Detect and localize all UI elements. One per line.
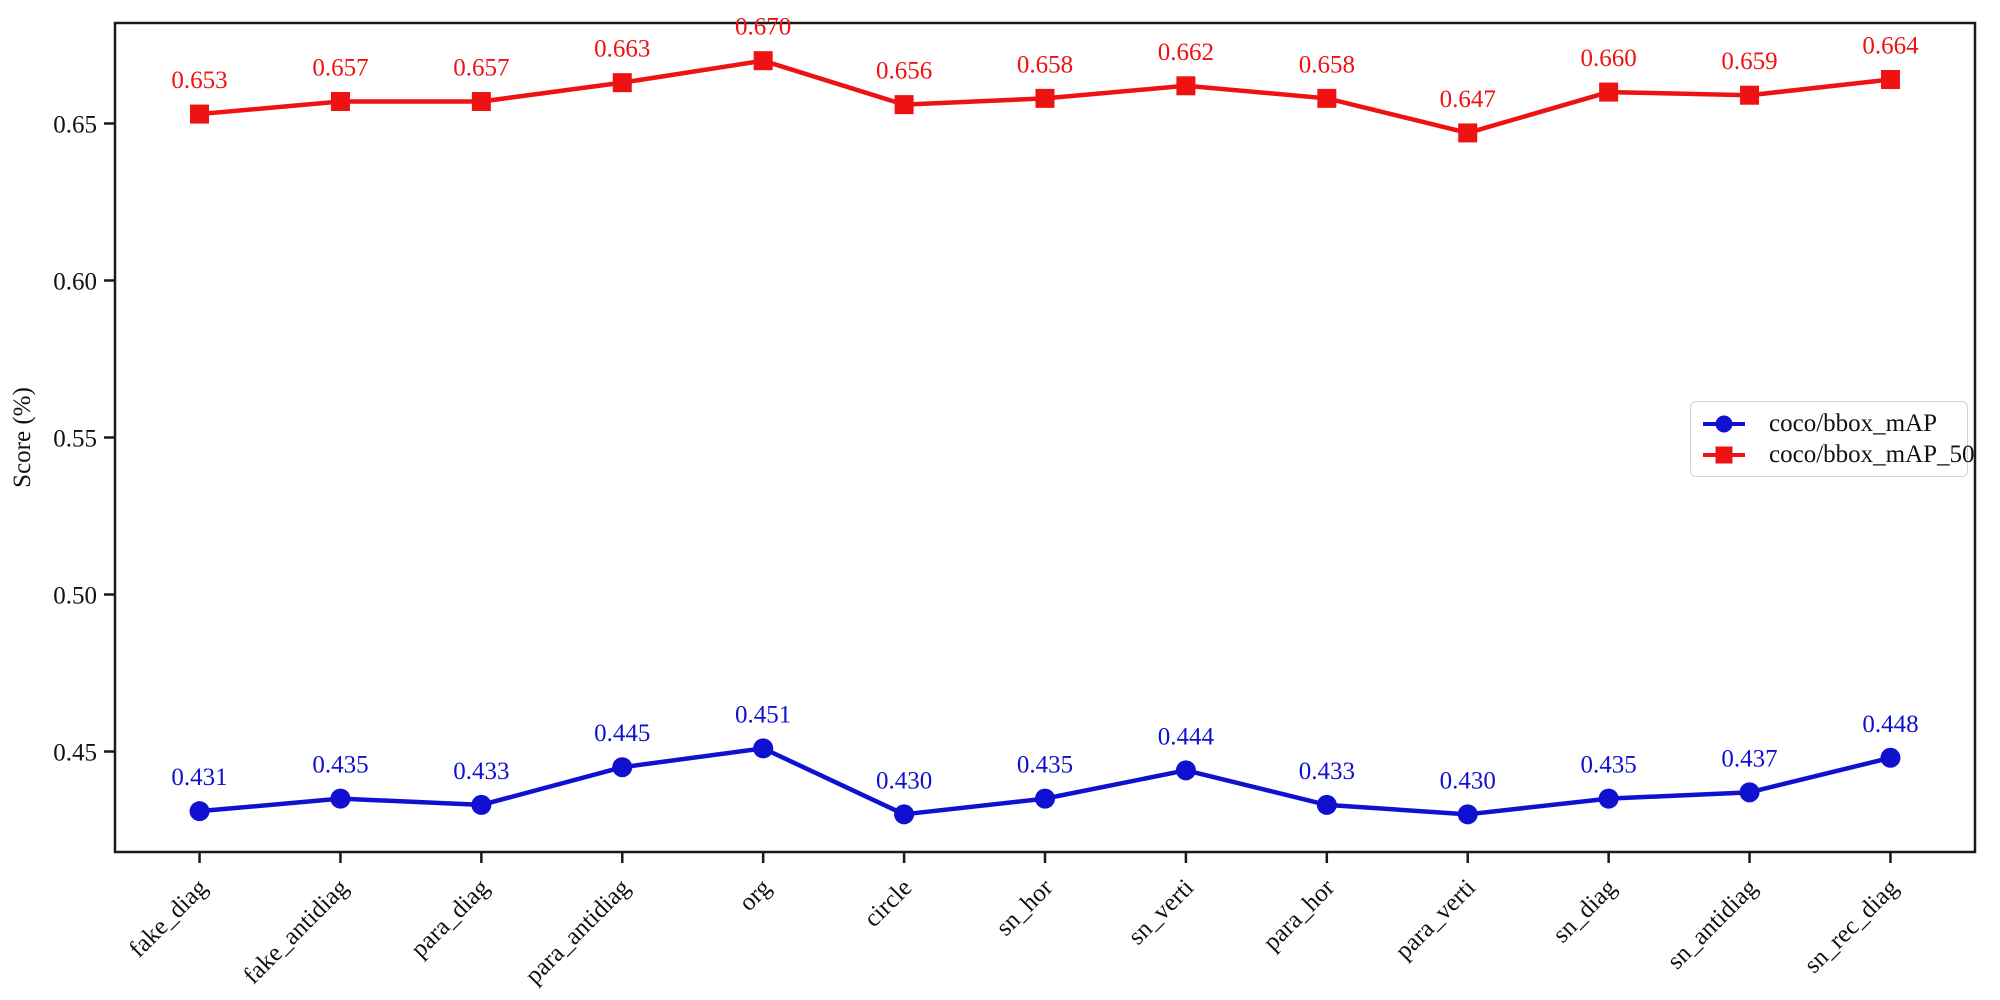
y-tick-label: 0.50 — [53, 583, 97, 610]
data-point-marker — [894, 95, 914, 115]
data-point-marker — [1035, 88, 1055, 108]
x-tick-label: circle — [859, 874, 917, 932]
x-tick-label: para_hor — [1258, 874, 1340, 956]
data-point-marker — [1317, 88, 1337, 108]
legend-line-circle-icon — [1703, 413, 1745, 435]
data-point-label: 0.435 — [1581, 752, 1637, 779]
data-point-marker — [894, 804, 915, 825]
data-point-marker — [1176, 76, 1196, 96]
data-point-label: 0.653 — [171, 67, 227, 94]
data-point-marker — [612, 73, 632, 93]
data-point-label: 0.663 — [594, 36, 650, 63]
data-point-marker — [330, 788, 351, 809]
data-point-marker — [612, 757, 633, 778]
legend-label: coco/bbox_mAP — [1769, 410, 1938, 437]
data-point-label: 0.657 — [453, 55, 509, 82]
data-point-label: 0.659 — [1721, 48, 1777, 75]
data-point-marker — [1457, 804, 1478, 825]
x-tick-label: sn_antidiag — [1662, 874, 1763, 975]
data-point-label: 0.658 — [1017, 51, 1073, 78]
data-point-label: 0.431 — [171, 764, 227, 791]
data-point-marker — [1599, 82, 1619, 102]
data-point-label: 0.656 — [876, 58, 932, 85]
data-point-marker — [1880, 70, 1900, 90]
data-point-marker — [1880, 747, 1901, 768]
data-point-label: 0.660 — [1581, 45, 1637, 72]
x-tick-label: para_antidiag — [520, 874, 636, 990]
x-tick-label: org — [734, 874, 777, 917]
x-tick-label: sn_verti — [1123, 874, 1199, 950]
data-point-label: 0.437 — [1721, 745, 1777, 772]
data-point-label: 0.657 — [312, 55, 368, 82]
data-point-label: 0.433 — [1299, 758, 1355, 785]
x-tick-label: para_diag — [406, 874, 495, 963]
data-point-label: 0.670 — [735, 14, 791, 41]
data-point-marker — [753, 738, 774, 759]
data-point-label: 0.658 — [1299, 51, 1355, 78]
data-point-marker — [753, 51, 773, 71]
legend-label: coco/bbox_mAP_50 — [1769, 441, 1975, 468]
data-point-marker — [190, 104, 210, 124]
data-point-marker — [1598, 788, 1619, 809]
legend-line-square-icon — [1703, 444, 1745, 466]
x-tick-label: sn_diag — [1548, 874, 1622, 948]
data-point-label: 0.444 — [1158, 723, 1215, 750]
legend: coco/bbox_mAP coco/bbox_mAP_50 — [1690, 401, 1975, 477]
x-tick-label: para_verti — [1390, 874, 1481, 965]
data-point-label: 0.664 — [1862, 33, 1919, 60]
data-point-marker — [1035, 788, 1055, 809]
data-point-marker — [330, 92, 350, 112]
data-point-label: 0.430 — [1440, 767, 1496, 794]
data-point-label: 0.435 — [312, 752, 368, 779]
x-tick-label: sn_rec_diag — [1799, 874, 1904, 979]
y-tick-label: 0.55 — [53, 426, 97, 453]
data-point-label: 0.451 — [735, 701, 791, 728]
data-point-marker — [1739, 782, 1760, 803]
x-tick-label: fake_diag — [124, 874, 213, 963]
legend-item-coco-bbox-map: coco/bbox_mAP — [1703, 409, 1955, 438]
data-point-label: 0.448 — [1862, 711, 1918, 738]
data-point-marker — [1458, 123, 1478, 143]
data-point-label: 0.435 — [1017, 752, 1073, 779]
y-axis-title: Score (%) — [9, 387, 36, 488]
legend-item-coco-bbox-map-50: coco/bbox_mAP_50 — [1703, 440, 1975, 469]
data-point-marker — [471, 92, 491, 112]
data-point-label: 0.430 — [876, 767, 932, 794]
data-point-marker — [1175, 760, 1196, 781]
data-point-marker — [189, 801, 210, 822]
data-point-label: 0.647 — [1440, 86, 1496, 113]
data-point-label: 0.433 — [453, 758, 509, 785]
data-point-marker — [1740, 85, 1760, 105]
data-point-label: 0.445 — [594, 720, 650, 747]
y-tick-label: 0.60 — [53, 268, 97, 295]
data-point-marker — [471, 794, 492, 815]
data-point-marker — [1316, 794, 1337, 815]
y-tick-label: 0.65 — [53, 111, 97, 138]
data-point-label: 0.662 — [1158, 39, 1214, 66]
y-tick-label: 0.45 — [53, 740, 97, 767]
x-tick-label: sn_hor — [991, 874, 1059, 942]
x-tick-label: fake_antidiag — [238, 874, 354, 990]
